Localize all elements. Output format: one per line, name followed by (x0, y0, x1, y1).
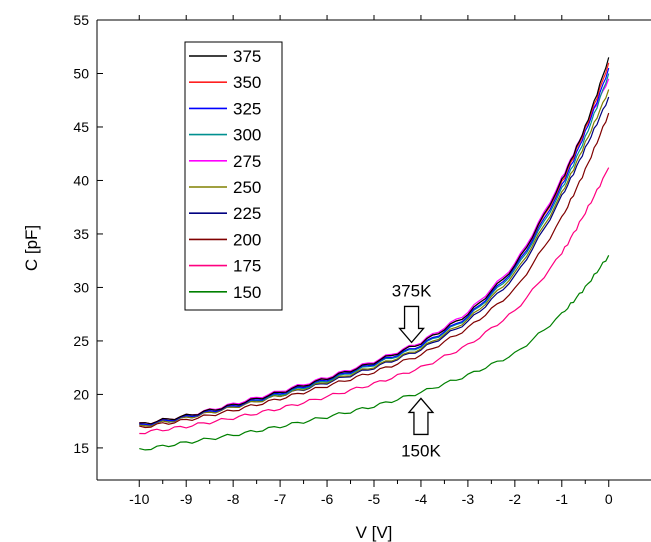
legend-label-375: 375 (233, 47, 261, 66)
series-line-175 (139, 167, 610, 435)
annotation-label: 150K (401, 441, 441, 460)
legend-label-200: 200 (233, 230, 261, 249)
series-line-325 (139, 67, 610, 426)
y-tick-label: 30 (73, 279, 89, 295)
y-tick-label: 50 (73, 65, 89, 81)
legend-label-250: 250 (233, 178, 261, 197)
annotation-arrow (398, 305, 425, 344)
annotation-label: 375K (392, 281, 432, 300)
legend-label-350: 350 (233, 73, 261, 92)
x-tick-label: -4 (415, 491, 428, 507)
annotation-layer: 375K 150K (392, 281, 442, 460)
x-tick-label: -8 (227, 491, 240, 507)
x-tick-label: -6 (321, 491, 334, 507)
legend-label-300: 300 (233, 126, 261, 145)
y-tick-label: 40 (73, 172, 89, 188)
series-line-275 (139, 78, 610, 425)
x-tick-label: -10 (129, 491, 149, 507)
y-tick-label: 20 (73, 386, 89, 402)
legend-label-225: 225 (233, 204, 261, 223)
legend-label-325: 325 (233, 99, 261, 118)
legend-label-150: 150 (233, 283, 261, 302)
x-tick-label: 0 (605, 491, 613, 507)
y-tick-label: 25 (73, 333, 89, 349)
series-line-375 (139, 57, 610, 425)
series-line-250 (139, 89, 610, 427)
legend-label-175: 175 (233, 257, 261, 276)
series-line-150 (139, 255, 610, 451)
series-layer (139, 57, 610, 451)
y-tick-label: 35 (73, 226, 89, 242)
x-axis-label: V [V] (356, 523, 393, 542)
annotation-arrow (407, 397, 435, 436)
series-line-200 (139, 112, 610, 429)
x-tick-label: -3 (462, 491, 475, 507)
y-tick-label: 15 (73, 440, 89, 456)
x-tick-label: -1 (556, 491, 569, 507)
legend-label-275: 275 (233, 152, 261, 171)
y-axis-label: C [pF] (22, 225, 41, 271)
x-tick-label: -5 (368, 491, 381, 507)
plot-frame (96, 19, 651, 481)
y-tick-label: 45 (73, 119, 89, 135)
x-tick-label: -9 (180, 491, 193, 507)
y-tick-label: 55 (73, 12, 89, 28)
legend: 375 350 325 300 275 250 225 200 175 150 (184, 41, 283, 311)
x-tick-label: -7 (274, 491, 287, 507)
x-tick-label: -2 (509, 491, 522, 507)
